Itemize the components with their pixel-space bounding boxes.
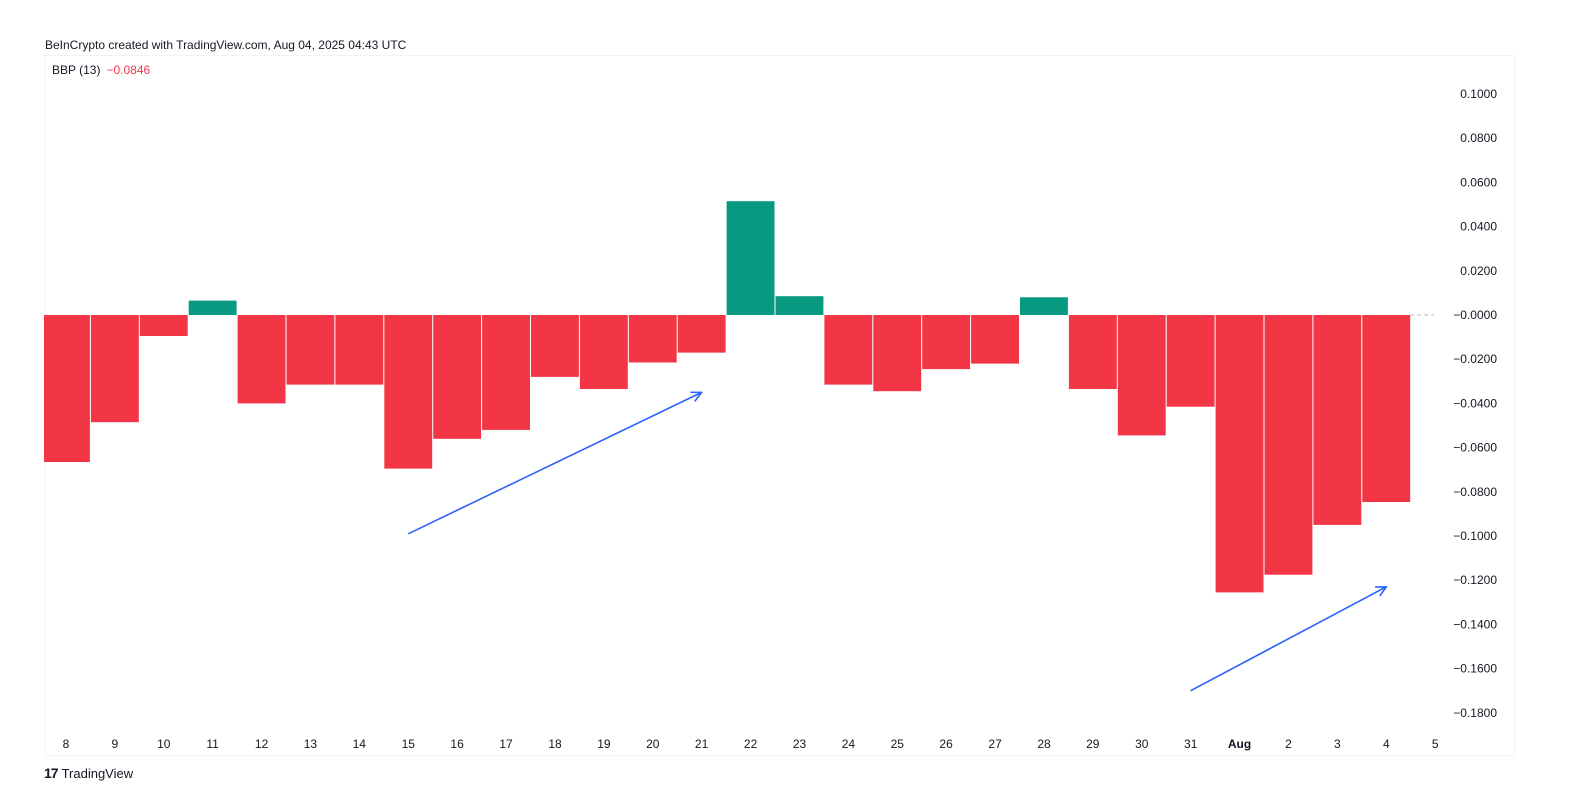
bar-27 — [971, 315, 1019, 364]
bar-26 — [922, 315, 971, 370]
bar-29 — [1068, 315, 1117, 389]
x-tick-label: 31 — [1184, 737, 1198, 751]
x-tick-label: 19 — [597, 737, 611, 751]
y-tick-label: 0.1000 — [1460, 87, 1497, 101]
y-tick-label: 0.0400 — [1460, 220, 1497, 234]
bar-19 — [579, 315, 628, 389]
x-tick-label: 2 — [1285, 737, 1292, 751]
x-tick-label: 17 — [499, 737, 513, 751]
x-tick-label: 4 — [1383, 737, 1390, 751]
bar-25 — [873, 315, 922, 392]
x-tick-label: 26 — [939, 737, 953, 751]
x-tick-label: Aug — [1228, 737, 1251, 751]
bar-12 — [237, 315, 286, 404]
bar-11 — [188, 300, 237, 315]
bar-13 — [286, 315, 335, 385]
bar-17 — [482, 315, 530, 430]
bar-4 — [1362, 315, 1411, 502]
y-tick-label: 0.0800 — [1460, 131, 1497, 145]
y-tick-label: −0.1000 — [1453, 529, 1497, 543]
x-tick-label: 10 — [157, 737, 171, 751]
x-tick-label: 20 — [646, 737, 660, 751]
x-tick-label: 22 — [744, 737, 758, 751]
y-tick-label: −0.1600 — [1453, 662, 1497, 676]
bar-Aug — [1215, 315, 1264, 593]
bar-14 — [335, 315, 384, 385]
x-tick-label: 3 — [1334, 737, 1341, 751]
x-tick-label: 21 — [695, 737, 709, 751]
y-tick-label: −0.0400 — [1453, 396, 1497, 410]
tradingview-logo-icon: 17 — [44, 765, 59, 781]
indicator-value: −0.0846 — [106, 63, 151, 77]
x-tick-label: 30 — [1135, 737, 1149, 751]
x-tick-label: 28 — [1037, 737, 1051, 751]
bar-15 — [384, 315, 433, 469]
indicator-legend: BBP (13) −0.0846 — [52, 63, 150, 77]
x-tick-label: 8 — [63, 737, 70, 751]
x-tick-label: 29 — [1086, 737, 1100, 751]
x-tick-label: 18 — [548, 737, 562, 751]
y-tick-label: −0.0200 — [1453, 352, 1497, 366]
x-tick-label: 13 — [304, 737, 318, 751]
x-tick-label: 25 — [891, 737, 905, 751]
y-tick-label: −0.1200 — [1453, 573, 1497, 587]
x-tick-label: 11 — [206, 737, 219, 751]
y-tick-label: −0.0600 — [1453, 441, 1497, 455]
bar-21 — [677, 315, 726, 353]
x-tick-label: 15 — [402, 737, 416, 751]
bars-group — [44, 201, 1411, 593]
x-tick-label: 9 — [112, 737, 119, 751]
y-tick-label: −0.0000 — [1453, 308, 1497, 322]
x-tick-label: 23 — [793, 737, 807, 751]
bar-22 — [726, 201, 775, 315]
footer-brand: 17 TradingView — [44, 765, 133, 781]
trend-arrow-2 — [1190, 587, 1387, 692]
trend-arrow-1 — [407, 392, 701, 535]
x-tick-label: 27 — [988, 737, 1002, 751]
bar-9 — [90, 315, 139, 423]
chart-caption: BeInCrypto created with TradingView.com,… — [45, 38, 407, 52]
bar-23 — [775, 296, 824, 315]
x-tick-label: 12 — [255, 737, 269, 751]
bar-10 — [139, 315, 188, 336]
brand-name: TradingView — [61, 765, 134, 781]
x-tick-label: 5 — [1432, 737, 1439, 751]
bar-16 — [433, 315, 482, 439]
bar-8 — [44, 315, 90, 462]
x-axis: 8 9 10 11 12 13 14 15 16 17 18 19 20 21 22 23 24 25 26 27 28… — [63, 737, 1439, 751]
y-tick-label: −0.0800 — [1453, 485, 1497, 499]
bar-20 — [628, 315, 677, 363]
bar-30 — [1117, 315, 1166, 436]
bar-2 — [1264, 315, 1313, 575]
y-tick-label: 0.0200 — [1460, 264, 1497, 278]
x-tick-label: 24 — [842, 737, 856, 751]
x-tick-label: 14 — [353, 737, 367, 751]
y-tick-label: −0.1800 — [1453, 706, 1497, 720]
annotations-group — [407, 392, 1387, 692]
bar-18 — [531, 315, 579, 377]
indicator-label: BBP (13) — [52, 63, 101, 77]
y-axis: 0.1000 0.0800 0.0600 0.0400 0.0200 −0.0000 −0.… — [1453, 87, 1497, 720]
y-tick-label: 0.0600 — [1460, 175, 1497, 189]
bar-28 — [1020, 297, 1068, 315]
y-tick-label: −0.1400 — [1453, 617, 1497, 631]
bar-24 — [824, 315, 873, 385]
bar-31 — [1166, 315, 1215, 407]
x-tick-label: 16 — [450, 737, 464, 751]
bar-3 — [1313, 315, 1362, 525]
